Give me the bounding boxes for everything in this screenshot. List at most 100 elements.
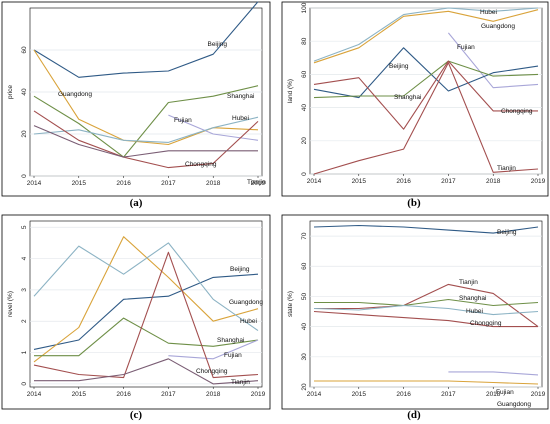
series-label-beijing: Beijing: [389, 63, 409, 70]
series-label-fujian: Fujian: [224, 352, 242, 359]
y-tick-label: 20: [301, 383, 308, 391]
series-line-hubei: [313, 7, 539, 62]
y-tick-label: 40: [301, 104, 308, 112]
y-axis-title: land (%): [287, 79, 294, 103]
series-label-beijing: Beijing: [497, 229, 517, 236]
x-tick-label: 2016: [116, 391, 131, 398]
y-tick-label: 80: [301, 37, 308, 45]
x-tick-label: 2019: [251, 391, 266, 398]
series-line-shanghai: [314, 298, 539, 307]
series-label-chongqing: Chongqing: [470, 320, 502, 327]
chart-panel-3: 0 1 2 3 4 5 2014 2015 2016 2017 2018 2019 revel (%) B…: [1, 214, 271, 421]
x-tick-label: 2018: [486, 391, 501, 398]
x-tick-label: 2014: [307, 391, 322, 398]
series-line-beijing: [33, 273, 259, 350]
series-label-guangdong: Guangdong: [229, 299, 263, 306]
series-line-tianjin: [314, 283, 539, 328]
y-tick-label: 20: [21, 130, 28, 138]
x-tick-label: 2018: [206, 180, 221, 187]
y-tick-label: 70: [301, 232, 308, 240]
series-label-hubei: Hubei: [466, 308, 483, 315]
series-label-guangdong: Guangdong: [481, 23, 515, 30]
y-tick-label: 4: [21, 256, 28, 260]
series-label-shanghai: Shanghai: [459, 295, 486, 302]
series-line-hubei: [33, 242, 259, 332]
x-tick-label: 2014: [27, 391, 42, 398]
series-label-hubei: Hubei: [240, 318, 257, 325]
x-tick-label: 2017: [441, 178, 456, 185]
series-line-chongqing: [33, 251, 259, 379]
y-tick-label: 2: [21, 319, 28, 323]
series-label-tianjin: Tianjin: [247, 179, 266, 186]
series-line-hubei: [313, 304, 539, 316]
series-line-fujian: [448, 371, 539, 376]
x-tick-label: 2017: [161, 180, 176, 187]
series-line-beijing: [33, 1, 259, 78]
x-tick-label: 2019: [531, 391, 546, 398]
y-axis-title: revel (%): [7, 291, 14, 317]
x-tick-label: 2015: [72, 391, 87, 398]
series-label-tianjin: Tianjin: [231, 379, 250, 386]
x-tick-label: 2014: [307, 178, 322, 185]
x-tick-label: 2016: [116, 180, 131, 187]
y-tick-label: 1: [21, 350, 28, 354]
series-label-shanghai: Shanghai: [217, 337, 244, 344]
y-tick-label: 60: [301, 262, 308, 270]
y-tick-label: 0: [301, 172, 308, 176]
y-tick-label: 60: [21, 46, 28, 54]
y-tick-label: 60: [301, 70, 308, 78]
series-line-tianjin: [313, 62, 539, 175]
series-label-guangdong: Guangdong: [58, 91, 92, 98]
series-label-fujian: Fujian: [174, 117, 192, 124]
y-tick-label: 5: [21, 225, 28, 229]
y-tick-label: 40: [301, 323, 308, 331]
x-tick-label: 2017: [161, 391, 176, 398]
chart-panel-2: 0 20 40 60 80 100 2014 2015 2016 2017 2018 2019 land…: [281, 1, 549, 209]
series-label-tianjin: Tianjin: [459, 279, 478, 286]
series-label-beijing: Beijing: [230, 266, 250, 273]
series-line-fujian: [168, 114, 259, 141]
series-line-guangdong: [33, 236, 259, 363]
y-tick-label: 0: [21, 174, 28, 178]
y-axis-title: price: [7, 85, 14, 99]
series-line-fujian: [447, 32, 539, 89]
series-line-shanghai: [33, 85, 259, 158]
panel-caption: (d): [407, 409, 421, 421]
series-line-fujian: [168, 339, 259, 360]
panel-caption: (c): [130, 409, 143, 421]
series-label-hubei: Hubei: [232, 115, 249, 122]
plot-area: [29, 220, 263, 388]
series-line-tianjin: [33, 125, 258, 158]
plot-area: [309, 220, 543, 388]
series-label-shanghai: Shanghai: [227, 93, 254, 100]
chart-panel-1: 0 20 40 60 2014 2015 2016 2017 2018 2019 price Beij…: [1, 1, 271, 209]
series-line-tianjin: [34, 358, 259, 385]
series-label-hubei: Hubei: [480, 9, 497, 16]
x-tick-label: 2019: [251, 180, 266, 187]
y-tick-label: 20: [301, 137, 308, 145]
series-line-guangdong: [33, 49, 259, 146]
series-label-guangdong: Guangdong: [497, 401, 531, 408]
x-tick-label: 2016: [396, 178, 411, 185]
x-tick-label: 2018: [206, 391, 221, 398]
x-tick-label: 2016: [396, 391, 411, 398]
y-tick-label: 3: [21, 288, 28, 292]
series-label-beijing: Beijing: [207, 41, 227, 48]
series-line-shanghai: [34, 317, 259, 357]
series-line-shanghai: [313, 60, 539, 99]
plot-area: [309, 7, 543, 175]
series-line-guangdong: [314, 380, 539, 385]
series-label-fujian: Fujian: [457, 44, 475, 51]
series-label-chongqing: Chongqing: [501, 108, 533, 115]
panel-caption: (a): [130, 197, 143, 209]
x-tick-label: 2015: [352, 391, 367, 398]
series-label-fujian: Fujian: [496, 389, 514, 396]
chart-panel-4: 20 30 40 50 60 70 2014 2015 2016 2017 2018 2019 stat…: [281, 214, 549, 421]
series-line-guangdong: [313, 9, 539, 64]
series-line-chongqing: [33, 110, 259, 169]
y-tick-label: 0: [21, 382, 28, 386]
x-tick-label: 2017: [441, 391, 456, 398]
y-tick-label: 30: [301, 353, 308, 361]
y-tick-label: 100: [301, 2, 308, 13]
